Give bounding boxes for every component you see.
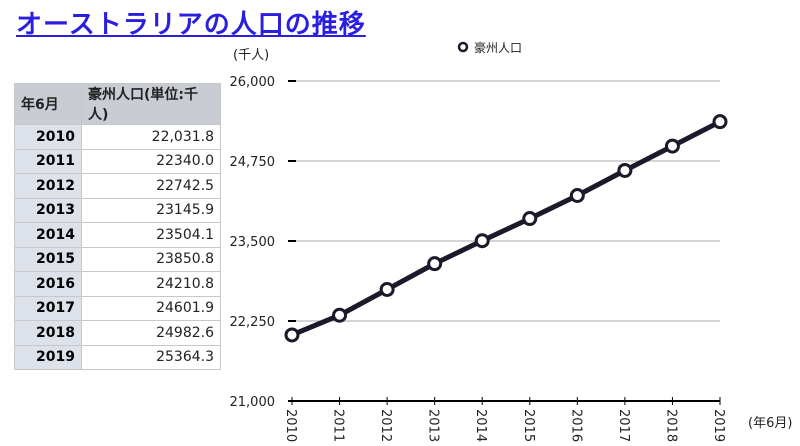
population-cell: 23504.1 <box>81 222 221 248</box>
year-cell: 2019 <box>14 344 82 370</box>
x-tick-label: 2011 <box>331 409 346 442</box>
y-tick-label: 23,500 <box>230 235 276 250</box>
year-cell: 2010 <box>14 124 82 150</box>
year-cell: 2011 <box>14 148 82 174</box>
data-point <box>617 162 633 178</box>
y-tick-label: 22,250 <box>230 315 276 330</box>
data-point <box>284 327 300 343</box>
x-tick-label: 2016 <box>568 409 583 442</box>
data-point <box>427 256 443 272</box>
table-row: 2012 22742.5 <box>14 173 221 199</box>
header-population: 豪州人口(単位:千人) <box>81 83 221 125</box>
year-cell: 2014 <box>14 222 82 248</box>
series-line <box>291 119 722 338</box>
table-row: 2013 23145.9 <box>14 197 221 223</box>
table-row: 2015 23850.8 <box>14 246 221 272</box>
data-point <box>522 211 538 227</box>
data-point <box>379 281 395 297</box>
y-tick-label: 21,000 <box>230 395 276 410</box>
legend-marker <box>457 41 469 53</box>
x-tick-label: 2018 <box>663 409 678 442</box>
year-cell: 2013 <box>14 197 82 223</box>
table-row: 2011 22340.0 <box>14 148 221 174</box>
x-tick-label: 2014 <box>473 409 488 442</box>
legend-label: 豪州人口 <box>474 40 522 55</box>
population-table: 年6月 豪州人口(単位:千人) 2010 22,031.8 2011 22340.0 20… <box>14 83 221 370</box>
year-cell: 2018 <box>14 320 82 346</box>
year-cell: 2015 <box>14 246 82 272</box>
table-row: 2019 25364.3 <box>14 344 221 370</box>
year-cell: 2012 <box>14 173 82 199</box>
x-axis-label: (年6月) <box>748 416 792 431</box>
data-point <box>332 307 348 323</box>
x-tick-label: 2013 <box>426 409 441 442</box>
data-point <box>712 114 728 130</box>
x-tick-label: 2017 <box>616 409 631 442</box>
page-title[interactable]: オーストラリアの人口の推移 <box>16 10 366 40</box>
population-cell: 23145.9 <box>81 197 221 223</box>
x-tick-label: 2010 <box>283 409 298 442</box>
y-tick-label: 24,750 <box>230 155 276 170</box>
year-cell: 2016 <box>14 271 82 297</box>
data-point <box>474 233 490 249</box>
y-axis-label: (千人) <box>233 48 269 63</box>
population-cell: 23850.8 <box>81 246 221 272</box>
table-row: 2014 23504.1 <box>14 222 221 248</box>
table-row: 2017 24601.9 <box>14 295 221 321</box>
data-point <box>569 188 585 204</box>
population-cell: 22742.5 <box>81 173 221 199</box>
table-row: 2010 22,031.8 <box>14 124 221 150</box>
population-cell: 25364.3 <box>81 344 221 370</box>
data-point <box>664 138 680 154</box>
population-cell: 24601.9 <box>81 295 221 321</box>
x-tick-label: 2012 <box>378 409 393 442</box>
y-tick-label: 26,000 <box>230 75 276 90</box>
x-tick-label: 2019 <box>711 409 726 442</box>
x-tick-label: 2015 <box>521 409 536 442</box>
header-year: 年6月 <box>14 83 82 125</box>
